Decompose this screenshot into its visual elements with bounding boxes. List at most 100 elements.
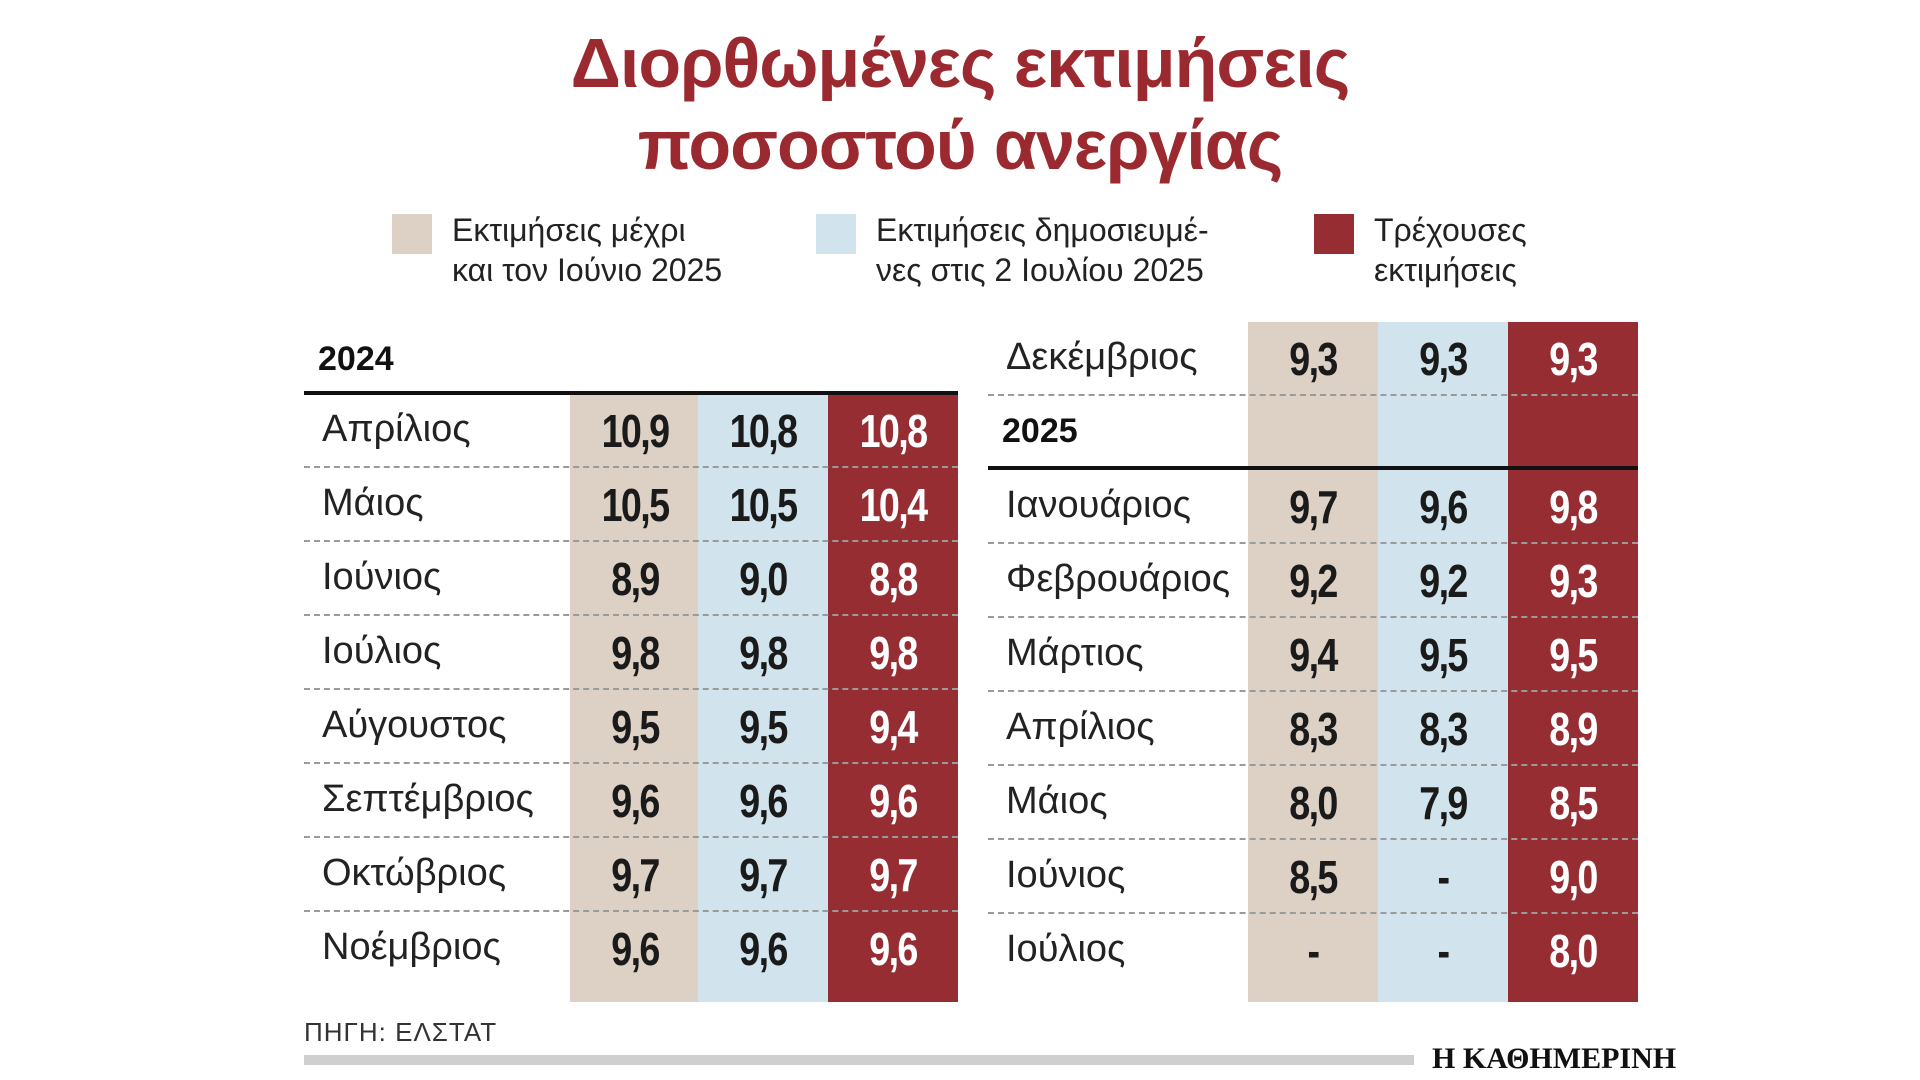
column-bg-previous: [570, 394, 698, 1002]
row-divider: [988, 542, 1638, 544]
value-previous: 10,9: [601, 405, 670, 457]
legend-label-line2: νες στις 2 Ιουλίου 2025: [876, 252, 1204, 288]
year-label-2024: 2024: [318, 340, 394, 378]
value-current: 8,8: [869, 553, 918, 605]
row-divider: [988, 838, 1638, 840]
row-divider: [988, 616, 1638, 618]
value-current: 10,4: [859, 479, 928, 531]
value-previous: 9,7: [1289, 481, 1338, 533]
value-published: 9,7: [739, 849, 788, 901]
month-label: Οκτώβριος: [322, 852, 507, 894]
table-row: Σεπτέμβριος 9,6 9,6 9,6: [304, 764, 958, 838]
legend-label-line1: Εκτιμήσεις μέχρι: [452, 212, 686, 248]
source-note: ΠΗΓΗ: ΕΛΣΤΑΤ: [304, 1017, 498, 1047]
value-previous: 8,5: [1289, 851, 1338, 903]
value-previous: 10,5: [601, 479, 670, 531]
title-line-1: Διορθωμένες εκτιμήσεις: [570, 24, 1351, 102]
value-current: 9,3: [1549, 333, 1598, 385]
month-label: Μάιος: [322, 482, 424, 524]
value-previous: 9,2: [1289, 555, 1338, 607]
row-divider: [304, 540, 958, 542]
table-2025: Δεκέμβριος 9,3 9,3 9,3 2025 Ιανουάριος 9,7 9,6 9…: [988, 322, 1638, 1002]
value-previous: -: [1307, 925, 1321, 977]
value-published: 9,6: [739, 775, 788, 827]
table-row: Ιούνιος 8,5 - 9,0: [988, 840, 1638, 914]
value-current: 9,0: [1549, 851, 1598, 903]
value-published: 10,5: [729, 479, 798, 531]
value-published: 9,3: [1419, 333, 1468, 385]
table-row: Αύγουστος 9,5 9,5 9,4: [304, 690, 958, 764]
row-divider: [988, 690, 1638, 692]
column-bg-published: [698, 394, 828, 1002]
month-label: Φεβρουάριος: [1006, 558, 1231, 600]
value-published: 9,6: [1419, 481, 1468, 533]
value-previous: 9,5: [611, 701, 660, 753]
month-label: Σεπτέμβριος: [322, 778, 534, 820]
row-divider: [304, 762, 958, 764]
row-divider: [304, 836, 958, 838]
value-published: 9,6: [739, 923, 788, 975]
row-divider: [988, 764, 1638, 766]
value-previous: 8,9: [611, 553, 660, 605]
month-label: Ιούλιος: [322, 630, 442, 672]
legend-swatch-blue: [816, 214, 856, 254]
table-row: Ιούλιος 9,8 9,8 9,8: [304, 616, 958, 690]
value-previous: 9,4: [1289, 629, 1338, 681]
value-current: 8,5: [1549, 777, 1598, 829]
table-row: Ιανουάριος 9,7 9,6 9,8: [988, 470, 1638, 544]
value-current: 9,5: [1549, 629, 1598, 681]
value-current: 9,8: [1549, 481, 1598, 533]
header-rule: [988, 466, 1638, 470]
legend-label-line1: Τρέχουσες: [1374, 212, 1527, 248]
value-previous: 8,0: [1289, 777, 1338, 829]
table-row: Μάιος 10,5 10,5 10,4: [304, 468, 958, 542]
column-bg-current: [828, 394, 958, 1002]
value-published: -: [1437, 851, 1451, 903]
brand-logo: Η ΚΑΘΗΜΕΡΙΝΗ: [1432, 1042, 1677, 1075]
table-row: Μάρτιος 9,4 9,5 9,5: [988, 618, 1638, 692]
table-row: Ιούνιος 8,9 9,0 8,8: [304, 542, 958, 616]
column-bg-published: [1378, 322, 1508, 1002]
month-label: Μάρτιος: [1006, 632, 1144, 674]
value-current: 8,9: [1549, 703, 1598, 755]
value-current: 9,7: [869, 849, 918, 901]
value-current: 9,8: [869, 627, 918, 679]
legend-label-line1: Εκτιμήσεις δημοσιευμέ-: [876, 212, 1209, 248]
footer-bar: [304, 1055, 1414, 1065]
legend-label-line2: και τον Ιούνιο 2025: [452, 252, 723, 288]
month-label: Αύγουστος: [322, 704, 507, 746]
month-label: Απρίλιος: [322, 408, 471, 450]
month-label: Ιούνιος: [322, 556, 442, 598]
header-rule: [304, 391, 958, 395]
month-label: Μάιος: [1006, 780, 1108, 822]
value-previous: 9,6: [611, 923, 660, 975]
month-label: Απρίλιος: [1006, 706, 1155, 748]
chart-title: Διορθωμένες εκτιμήσεις ποσοστού ανεργίας: [0, 22, 1920, 186]
value-current: 9,6: [869, 775, 918, 827]
month-label: Δεκέμβριος: [1006, 336, 1198, 378]
column-bg-current: [1508, 322, 1638, 1002]
table-row: Απρίλιος 10,9 10,8 10,8: [304, 394, 958, 468]
column-bg-previous: [1248, 322, 1378, 1002]
legend-swatch-beige: [392, 214, 432, 254]
value-current: 9,4: [869, 701, 918, 753]
legend-swatch-red: [1314, 214, 1354, 254]
value-published: -: [1437, 925, 1451, 977]
row-divider: [304, 910, 958, 912]
row-divider: [304, 614, 958, 616]
value-previous: 9,8: [611, 627, 660, 679]
table-row: Φεβρουάριος 9,2 9,2 9,3: [988, 544, 1638, 618]
value-published: 9,8: [739, 627, 788, 679]
table-row: Μάιος 8,0 7,9 8,5: [988, 766, 1638, 840]
table-2024: 2024 Απρίλιος 10,9 10,8 10,8 Μάιος 10,5 10,5 10…: [304, 322, 958, 1002]
value-published: 9,5: [1419, 629, 1468, 681]
legend-item-previous: Εκτιμήσεις μέχρι και τον Ιούνιο 2025: [392, 210, 722, 290]
value-previous: 9,7: [611, 849, 660, 901]
table-row: Οκτώβριος 9,7 9,7 9,7: [304, 838, 958, 912]
value-published: 9,2: [1419, 555, 1468, 607]
month-label: Ιούλιος: [1006, 928, 1126, 970]
value-published: 9,5: [739, 701, 788, 753]
value-current: 10,8: [859, 405, 928, 457]
month-label: Ιανουάριος: [1006, 484, 1191, 526]
value-published: 8,3: [1419, 703, 1468, 755]
